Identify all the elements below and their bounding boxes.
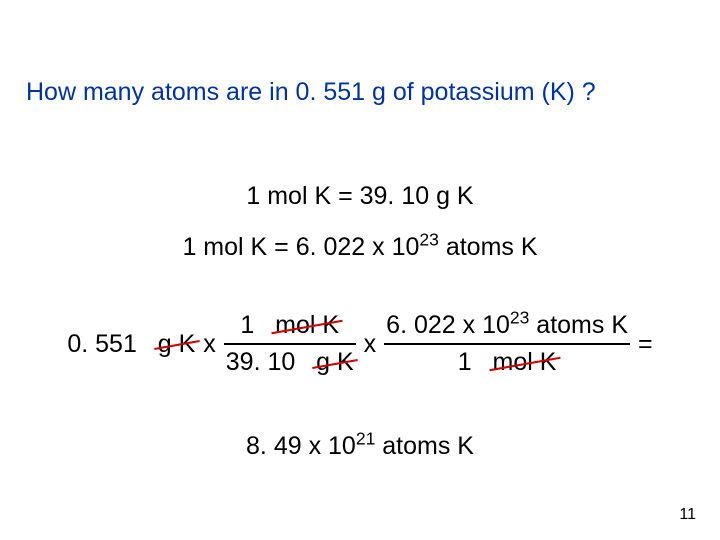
frac1-denominator: 39. 10 g K: [224, 347, 356, 378]
frac1-num-unit-cancelled: mol K: [275, 310, 339, 341]
frac2-numerator: 6. 022 x 1023 atoms K: [384, 310, 630, 341]
fraction-bar: [224, 343, 356, 345]
frac2-num-prefix: 6. 022 x 10: [386, 311, 510, 339]
frac1-num-value: 1: [240, 311, 254, 339]
answer-text: 8. 49 x 1021 atoms K: [0, 432, 720, 461]
fraction-1: 1 mol K 39. 10 g K: [224, 310, 356, 379]
dimensional-analysis-row: 0. 551 g K x 1 mol K 39. 10 g K x: [0, 310, 720, 379]
frac2-den-value: 1: [458, 348, 472, 376]
start-value: 0. 551: [67, 330, 137, 358]
fact-avogadro: 1 mol K = 6. 022 x 1023 atoms K: [0, 233, 720, 262]
frac1-den-value: 39. 10: [226, 348, 296, 376]
fraction-bar: [384, 343, 630, 345]
start-unit-cancelled: g K: [158, 330, 196, 359]
frac2-den-unit-cancelled: mol K: [493, 347, 557, 378]
times-1: x: [203, 330, 216, 359]
answer-exp: 21: [356, 429, 375, 449]
start-quantity: 0. 551 g K: [67, 330, 195, 359]
answer-suffix: atoms K: [375, 432, 474, 460]
times-2: x: [364, 330, 377, 359]
fact2-exponent: 23: [419, 230, 438, 250]
equals-sign: =: [638, 330, 653, 359]
fact2-suffix: atoms K: [439, 233, 538, 261]
answer-prefix: 8. 49 x 10: [246, 432, 356, 460]
frac2-num-suffix: atoms K: [529, 311, 628, 339]
frac1-den-unit-cancelled: g K: [316, 347, 354, 378]
fraction-2: 6. 022 x 1023 atoms K 1 mol K: [384, 310, 630, 379]
fact2-prefix: 1 mol K = 6. 022 x 10: [182, 233, 419, 261]
frac2-num-exp: 23: [510, 308, 529, 328]
page-number: 11: [679, 506, 696, 524]
frac2-denominator: 1 mol K: [456, 347, 559, 378]
question-text: How many atoms are in 0. 551 g of potass…: [26, 78, 596, 107]
frac1-numerator: 1 mol K: [238, 310, 341, 341]
fact-molar-mass: 1 mol K = 39. 10 g K: [0, 182, 720, 211]
